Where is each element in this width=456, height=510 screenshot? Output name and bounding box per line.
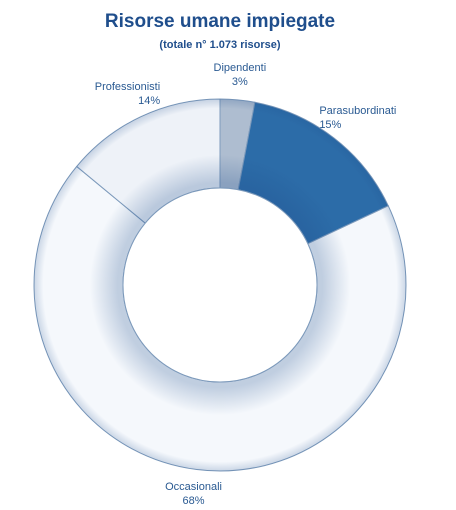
donut-hole [122, 187, 318, 383]
slice-label: Dipendenti [214, 62, 267, 74]
slice-value-label: 15% [319, 119, 341, 131]
slice-value-label: 14% [138, 95, 160, 107]
slice-value-label: 3% [232, 76, 248, 88]
slice-label: Professionisti [95, 81, 160, 93]
chart-subtitle: (totale n° 1.073 risorse) [159, 39, 281, 51]
slice-value-label: 68% [183, 495, 205, 507]
slice-label: Parasubordinati [319, 105, 396, 117]
slice-label: Occasionali [165, 481, 222, 493]
chart-title: Risorse umane impiegate [105, 11, 335, 32]
